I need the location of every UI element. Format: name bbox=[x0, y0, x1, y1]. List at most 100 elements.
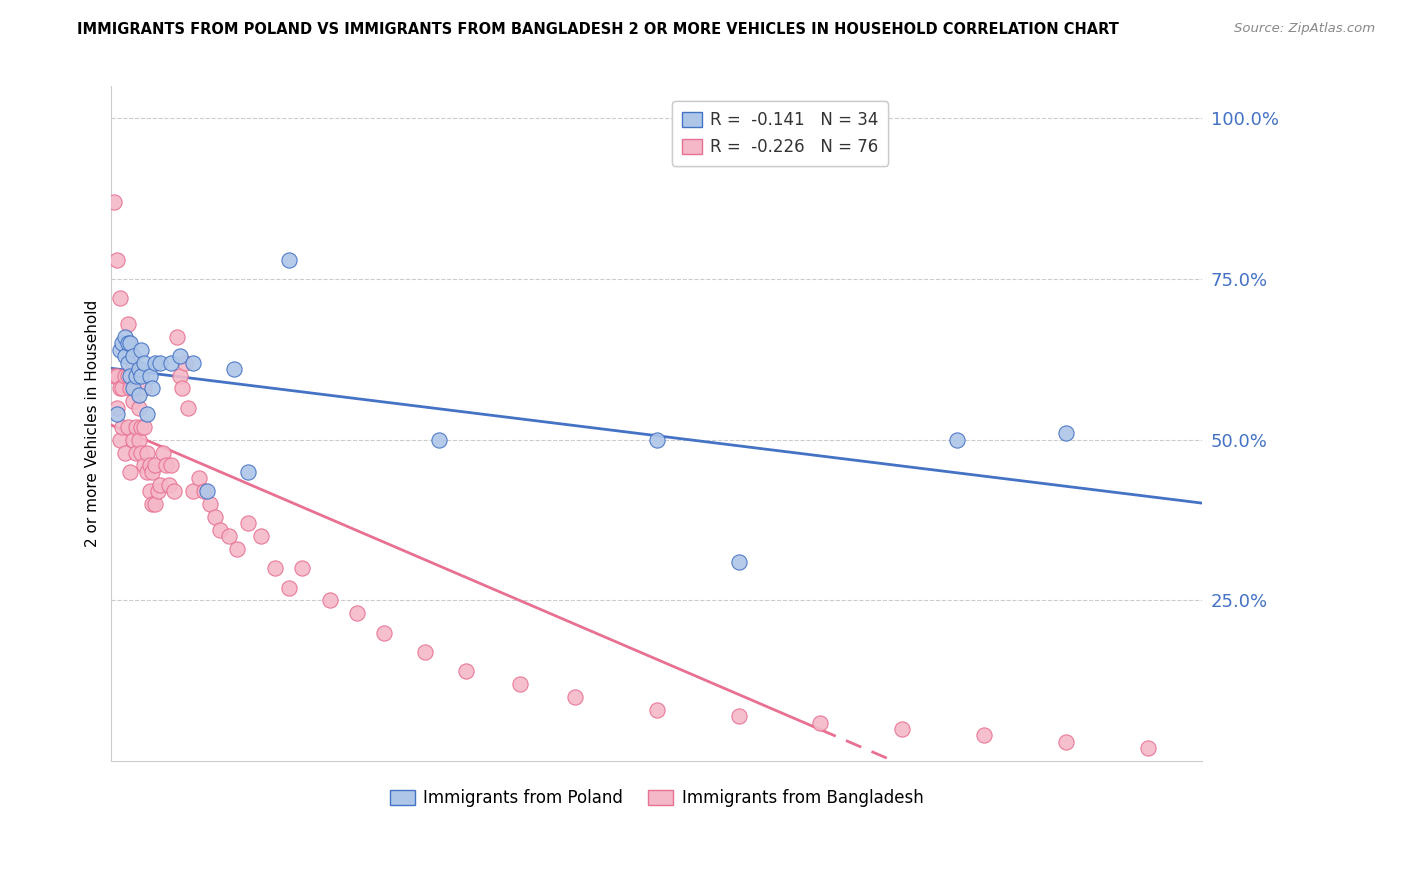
Point bbox=[236, 465, 259, 479]
Point bbox=[169, 368, 191, 383]
Point bbox=[218, 529, 240, 543]
Point bbox=[187, 471, 209, 485]
Point bbox=[134, 356, 156, 370]
Point bbox=[250, 529, 273, 543]
Point bbox=[134, 381, 156, 395]
Point bbox=[727, 555, 749, 569]
Point bbox=[135, 445, 157, 459]
Point bbox=[224, 362, 246, 376]
Point bbox=[103, 368, 125, 383]
Point bbox=[135, 465, 157, 479]
Point bbox=[181, 484, 204, 499]
Point bbox=[277, 581, 299, 595]
Point bbox=[264, 561, 287, 575]
Point bbox=[181, 356, 204, 370]
Point bbox=[103, 194, 125, 209]
Point bbox=[138, 484, 160, 499]
Point bbox=[152, 445, 174, 459]
Point bbox=[1054, 735, 1077, 749]
Point bbox=[105, 368, 128, 383]
Point bbox=[135, 407, 157, 421]
Point bbox=[105, 407, 128, 421]
Text: IMMIGRANTS FROM POLAND VS IMMIGRANTS FROM BANGLADESH 2 OR MORE VEHICLES IN HOUSE: IMMIGRANTS FROM POLAND VS IMMIGRANTS FRO… bbox=[77, 22, 1119, 37]
Point bbox=[117, 420, 139, 434]
Point bbox=[146, 484, 169, 499]
Point bbox=[117, 336, 139, 351]
Point bbox=[177, 401, 200, 415]
Point bbox=[454, 664, 477, 678]
Point bbox=[134, 420, 156, 434]
Point bbox=[236, 516, 259, 531]
Point bbox=[105, 401, 128, 415]
Point bbox=[114, 368, 136, 383]
Point bbox=[945, 433, 967, 447]
Point bbox=[122, 394, 145, 409]
Point bbox=[143, 356, 166, 370]
Point bbox=[108, 292, 131, 306]
Point bbox=[111, 381, 134, 395]
Point bbox=[149, 477, 172, 491]
Point bbox=[108, 433, 131, 447]
Point bbox=[204, 509, 226, 524]
Point bbox=[111, 336, 134, 351]
Point bbox=[160, 458, 183, 473]
Point bbox=[509, 677, 531, 691]
Point bbox=[105, 252, 128, 267]
Point bbox=[645, 433, 668, 447]
Point bbox=[108, 381, 131, 395]
Point bbox=[172, 381, 194, 395]
Point bbox=[120, 465, 142, 479]
Point bbox=[141, 381, 163, 395]
Point bbox=[1054, 426, 1077, 441]
Point bbox=[973, 728, 995, 742]
Point bbox=[131, 368, 153, 383]
Point bbox=[225, 541, 247, 556]
Point bbox=[131, 420, 153, 434]
Point bbox=[169, 349, 191, 363]
Point bbox=[122, 381, 145, 395]
Point bbox=[166, 330, 188, 344]
Point bbox=[195, 484, 218, 499]
Point bbox=[209, 523, 232, 537]
Point bbox=[131, 445, 153, 459]
Point bbox=[125, 445, 148, 459]
Point bbox=[125, 368, 148, 383]
Point bbox=[277, 252, 299, 267]
Point bbox=[318, 593, 340, 607]
Point bbox=[111, 420, 134, 434]
Point bbox=[810, 715, 832, 730]
Point bbox=[891, 722, 914, 736]
Point bbox=[114, 445, 136, 459]
Point bbox=[157, 477, 180, 491]
Point bbox=[117, 368, 139, 383]
Point bbox=[427, 433, 450, 447]
Point bbox=[128, 433, 150, 447]
Point bbox=[160, 356, 183, 370]
Point bbox=[125, 420, 148, 434]
Point bbox=[291, 561, 314, 575]
Point bbox=[128, 401, 150, 415]
Point bbox=[645, 703, 668, 717]
Point bbox=[114, 349, 136, 363]
Point bbox=[122, 349, 145, 363]
Point bbox=[346, 607, 368, 621]
Point bbox=[1136, 741, 1159, 756]
Point bbox=[128, 388, 150, 402]
Point bbox=[727, 709, 749, 723]
Point bbox=[143, 497, 166, 511]
Point bbox=[198, 497, 221, 511]
Point bbox=[163, 484, 186, 499]
Point bbox=[120, 336, 142, 351]
Point bbox=[117, 356, 139, 370]
Point bbox=[134, 458, 156, 473]
Legend: Immigrants from Poland, Immigrants from Bangladesh: Immigrants from Poland, Immigrants from … bbox=[384, 782, 931, 814]
Point bbox=[117, 317, 139, 331]
Point bbox=[108, 343, 131, 357]
Point bbox=[122, 433, 145, 447]
Point bbox=[120, 381, 142, 395]
Point bbox=[373, 625, 395, 640]
Point bbox=[155, 458, 177, 473]
Point bbox=[122, 356, 145, 370]
Point bbox=[143, 458, 166, 473]
Point bbox=[413, 645, 436, 659]
